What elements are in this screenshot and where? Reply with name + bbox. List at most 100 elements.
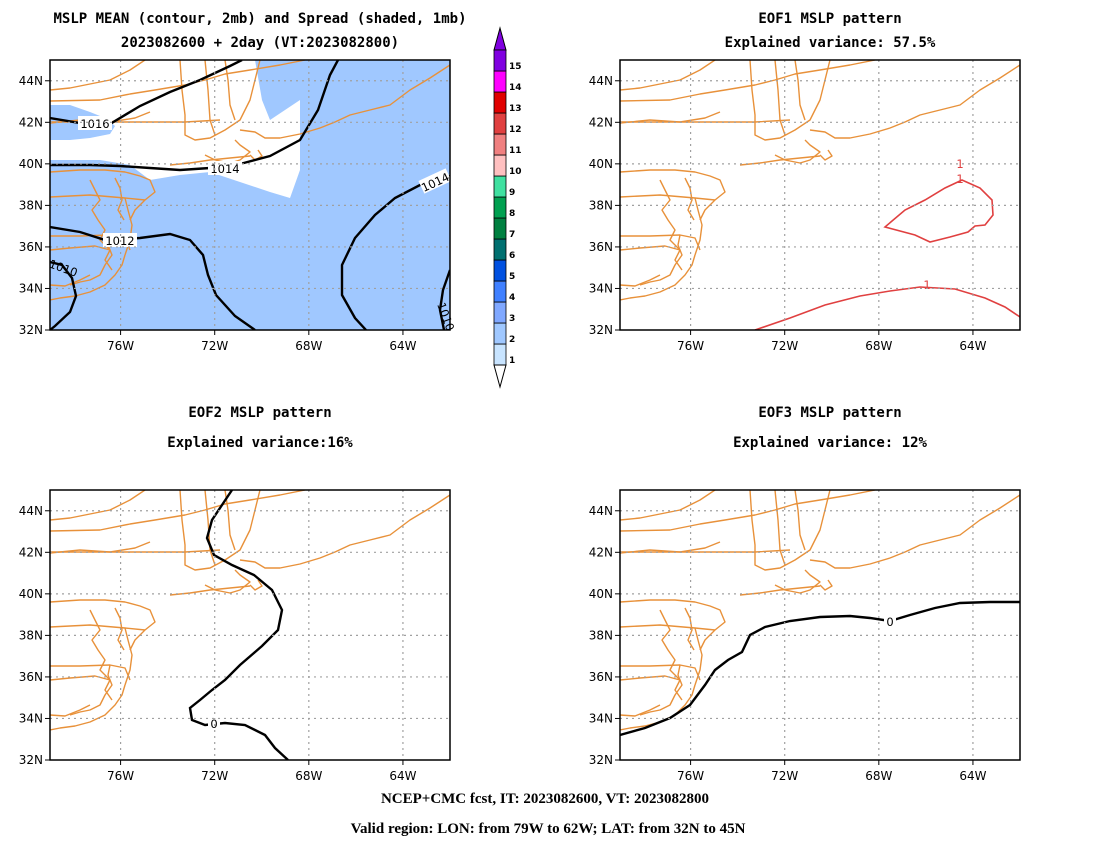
coastline-path [249, 579, 263, 591]
lon-tick-label: 64W [959, 339, 986, 353]
coastline-path [749, 60, 831, 141]
lat-tick-label: 40N [19, 157, 43, 171]
contour-label: 1 [956, 172, 963, 186]
colorbar-label: 2 [509, 335, 515, 345]
spread-shading [50, 60, 450, 330]
eof2-contour-zero [188, 490, 289, 760]
colorbar-swatch [493, 154, 507, 177]
plot-frame [49, 489, 451, 761]
contour-1012 [50, 225, 256, 330]
coastline-path [620, 490, 716, 521]
contour-label: 1016 [80, 117, 109, 131]
lat-tick-label: 44N [19, 74, 43, 88]
colorbar-swatch [493, 343, 507, 366]
lat-tick-label: 32N [19, 753, 43, 767]
lat-tick-label: 40N [19, 587, 43, 601]
colorbar-swatch [493, 49, 507, 72]
lat-tick-label: 34N [589, 281, 613, 295]
coastline-path [114, 607, 125, 651]
map-area [50, 60, 450, 330]
colorbar-label: 3 [509, 314, 515, 324]
coastline-path [620, 704, 661, 717]
lon-tick-label: 72W [201, 769, 228, 783]
lat-tick-label: 34N [19, 711, 43, 725]
colorbar-label: 13 [509, 104, 522, 114]
panel-eof1: EOF1 MSLP pattern Explained variance: 57… [589, 11, 1021, 353]
coastline-path [684, 177, 695, 221]
colorbar-label: 14 [509, 83, 522, 93]
coastline-path [809, 494, 1020, 569]
coastline-map [620, 490, 1020, 731]
coastline-path [50, 254, 126, 301]
lat-tick-label: 40N [589, 587, 613, 601]
coastline-path [50, 704, 91, 717]
colorbar-swatch [493, 112, 507, 135]
coastline-path [620, 599, 726, 651]
lat-tick-label: 44N [589, 74, 613, 88]
axis-ticks: 32N 34N 36N 38N 40N 42N 44N 76W 72W 68W 64W [589, 74, 987, 353]
eof2-contours [188, 490, 289, 760]
footer-valid-region: Valid region: LON: from 79W to 62W; LAT:… [351, 821, 746, 837]
coastline-path [239, 494, 450, 569]
grid-lines [620, 490, 1020, 760]
coastline-path [684, 607, 695, 651]
colorbar-label: 7 [509, 230, 515, 240]
coastline-path [620, 490, 876, 532]
colorbar-swatch [493, 91, 507, 114]
coastline-path [50, 60, 146, 91]
coastline-path [659, 179, 683, 271]
lon-tick-label: 64W [389, 339, 416, 353]
colorbar-label: 1 [509, 356, 515, 366]
coastline-path [749, 490, 831, 571]
lat-tick-label: 34N [589, 711, 613, 725]
contour-label: 0 [210, 717, 217, 731]
colorbar-swatch [493, 301, 507, 324]
coastline-path [794, 60, 806, 121]
coastline-clip [50, 490, 450, 731]
coastline-path [774, 60, 786, 136]
lat-tick-label: 38N [589, 198, 613, 212]
panel-title: MSLP MEAN (contour, 2mb) and Spread (sha… [53, 11, 466, 27]
eof1-contour-south [754, 286, 1020, 330]
lon-tick-label: 68W [865, 339, 892, 353]
coastline-path [224, 60, 236, 121]
contour-label: 0 [886, 615, 893, 629]
eof1-contours [754, 179, 1020, 330]
coastline-path [620, 194, 716, 201]
coastline-path [50, 664, 131, 681]
lat-tick-label: 42N [19, 115, 43, 129]
lat-tick-label: 36N [589, 670, 613, 684]
plot-frame [49, 59, 451, 331]
eof1-contour-closed [883, 179, 994, 243]
lon-tick-label: 76W [107, 769, 134, 783]
colorbar-swatch [493, 280, 507, 303]
contour-labels: 0 [884, 614, 896, 629]
lon-tick-label: 68W [295, 769, 322, 783]
axis-ticks: 32N 34N 36N 38N 40N 42N 44N 76W 72W 68W 64W [19, 504, 417, 783]
panel-subtitle: Explained variance: 57.5% [725, 35, 936, 51]
lat-tick-label: 38N [589, 628, 613, 642]
grid-lines [620, 60, 1020, 330]
eof3-contours [620, 600, 1020, 737]
lon-tick-label: 72W [771, 769, 798, 783]
panel-title: EOF2 MSLP pattern [188, 405, 331, 421]
lat-tick-label: 36N [589, 240, 613, 254]
lat-tick-label: 32N [19, 323, 43, 337]
coastline-path [620, 624, 716, 631]
coastline-path [620, 169, 726, 221]
contour-label: 1 [956, 157, 963, 171]
coastline-path [620, 675, 681, 681]
coastline-path [89, 609, 113, 701]
spread-shading [255, 60, 300, 120]
coastline-path [809, 64, 1020, 139]
lat-tick-label: 42N [19, 545, 43, 559]
lat-tick-label: 32N [589, 753, 613, 767]
panel-eof2: EOF2 MSLP pattern Explained variance:16%… [19, 405, 451, 783]
axis-ticks: 32N 34N 36N 38N 40N 42N 44N 76W 72W 68W 64W [19, 74, 417, 353]
axis-ticks: 32N 34N 36N 38N 40N 42N 44N 76W 72W 68W 64W [589, 504, 987, 783]
coastline-path [620, 60, 716, 91]
colorbar-label: 12 [509, 125, 522, 135]
lat-tick-label: 38N [19, 628, 43, 642]
colorbar-swatch [493, 196, 507, 219]
